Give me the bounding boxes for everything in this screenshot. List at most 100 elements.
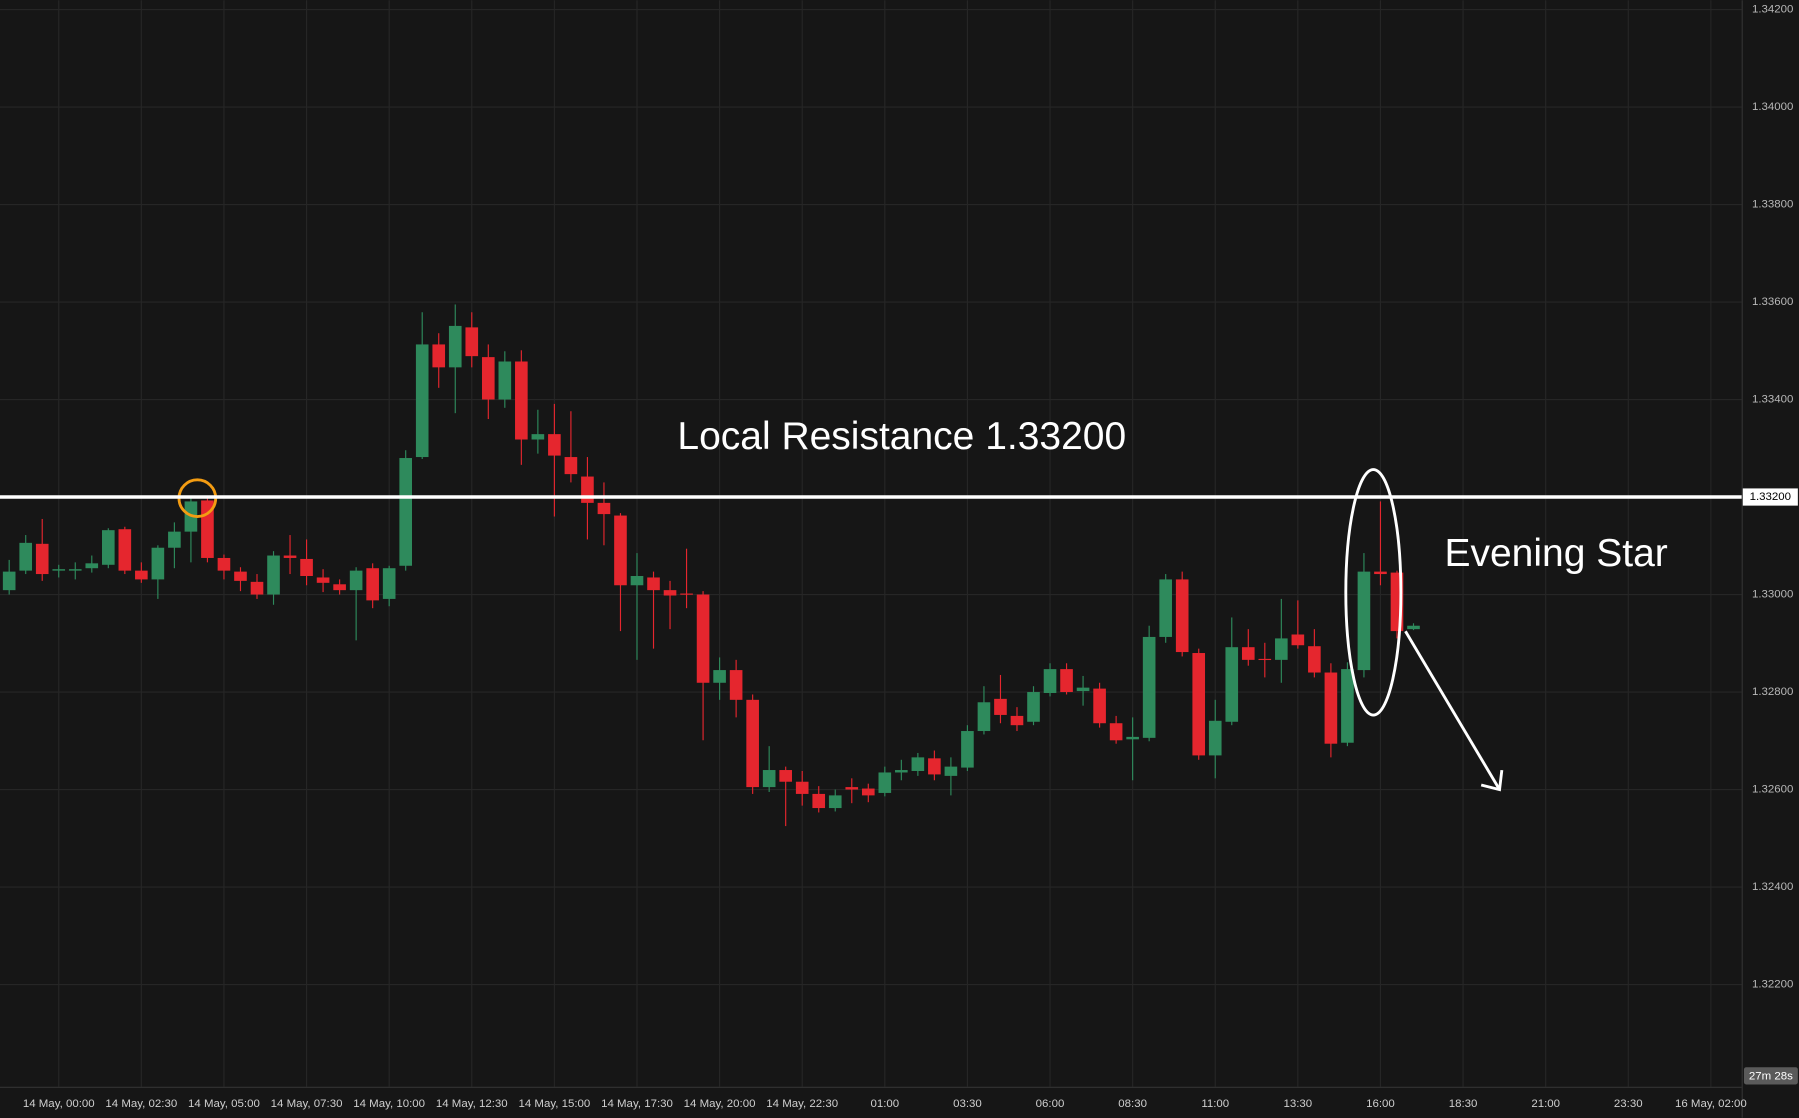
x-tick-label: 14 May, 15:00 [518,1098,590,1110]
candle-body [779,770,792,782]
candle-body [812,793,826,809]
countdown: 27m 28s [1749,1070,1793,1082]
x-tick-label: 16:00 [1366,1098,1395,1110]
candle-body [316,577,330,583]
y-tick-label: 1.34200 [1752,4,1793,16]
candle-body [729,670,743,700]
candle-body [234,571,247,581]
pattern-ellipse [1344,468,1403,717]
candle-body [1225,647,1239,722]
candle-body [366,568,379,601]
candle-body [696,594,710,683]
x-tick-label: 14 May, 22:30 [766,1098,838,1110]
y-tick-label: 1.32600 [1752,784,1793,796]
y-tick-label: 1.33600 [1752,296,1793,308]
candle-body [151,547,165,580]
candle-body [548,434,561,456]
candle-body [498,361,512,400]
candle-body [828,795,842,809]
y-tick-label: 1.34000 [1752,101,1793,113]
candle-body [1308,646,1321,673]
candle-body [1060,669,1073,693]
candle-body [1109,723,1123,741]
candle-body [267,555,280,595]
candle-body [52,569,66,571]
x-tick-label: 18:30 [1449,1098,1478,1110]
arrow-head [1480,769,1504,792]
candle-body [68,569,82,571]
pattern-text: Evening Star [1444,532,1667,575]
candle-body [432,344,446,368]
x-tick-label: 11:00 [1201,1098,1229,1110]
candle-body [333,584,346,591]
x-tick-label: 01:00 [870,1098,899,1110]
x-tick-label: 16 May, 02:00 [1675,1098,1747,1110]
y-tick-label: 1.32400 [1752,881,1793,893]
candle-body [911,757,925,772]
x-tick-label: 14 May, 12:30 [436,1098,508,1110]
candle-body [746,699,759,788]
candle-body [415,344,429,458]
candle-body [101,530,115,565]
x-tick-label: 13:30 [1283,1098,1312,1110]
x-tick-label: 14 May, 00:00 [23,1098,95,1110]
x-tick-label: 14 May, 10:00 [353,1098,425,1110]
candle-body [399,458,413,566]
candle-body [1175,579,1189,653]
candle-body [1208,720,1222,756]
candle-body [713,670,726,683]
candle-body [1241,647,1255,660]
candle-body [465,327,479,357]
candle-body [1407,625,1420,630]
candles [2,304,1420,827]
y-tick-label: 1.33800 [1752,199,1793,211]
candle-body [118,529,132,571]
candle-body [85,563,99,569]
x-tick-label: 14 May, 17:30 [601,1098,673,1110]
candle-body [1010,715,1024,726]
candle-body [845,787,859,790]
candle-body [614,515,627,586]
y-tick-label: 1.32800 [1752,686,1793,698]
candle-body [1324,672,1338,744]
resistance-text: Local Resistance 1.33200 [677,415,1126,458]
candle-body [217,557,231,571]
candle-body [19,542,33,571]
candle-body [630,576,644,586]
x-tick-label: 23:30 [1614,1098,1643,1110]
resistance-price-box [1742,488,1798,506]
x-tick-label: 14 May, 02:30 [105,1098,177,1110]
y-tick-label: 1.33400 [1752,394,1793,406]
candle-body [1043,669,1057,694]
candle-body [597,502,611,515]
candle-body [1076,687,1090,692]
candle-body [1357,571,1371,671]
x-tick-label: 08:30 [1118,1098,1147,1110]
candle-body [861,788,875,796]
x-tick-label: 03:30 [953,1098,982,1110]
candle-body [961,731,974,768]
candle-body [1159,579,1172,637]
x-tick-label: 21:00 [1531,1098,1560,1110]
candle-body [944,766,958,776]
candle-body [795,781,809,794]
candle-body [1093,688,1106,724]
x-tick-label: 06:00 [1036,1098,1065,1110]
candle-body [2,571,16,591]
candle-body [1142,636,1156,738]
candle-body [581,476,594,503]
candle-body [168,531,181,548]
candle-body [564,457,578,475]
x-tick-label: 14 May, 07:30 [271,1098,343,1110]
candle-body [250,581,264,595]
candle-body [928,758,941,775]
countdown-badge [1743,1067,1798,1085]
candle-body [448,325,462,368]
candle-body [977,702,991,732]
candle-body [762,770,776,788]
x-tick-label: 14 May, 05:00 [188,1098,260,1110]
candle-body [1258,658,1272,661]
